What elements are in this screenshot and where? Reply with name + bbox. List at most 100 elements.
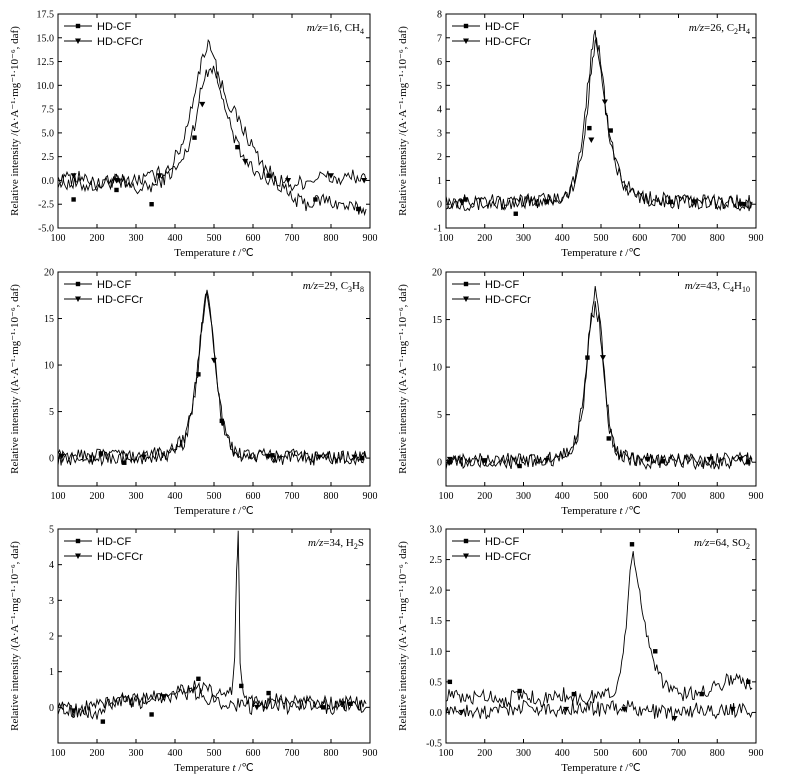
x-tick-label: 800 bbox=[324, 491, 339, 502]
x-axis-title: Temperature t /℃ bbox=[174, 762, 253, 774]
y-tick-label: 2 bbox=[437, 152, 442, 163]
marker-triangle bbox=[199, 101, 206, 108]
x-tick-label: 200 bbox=[90, 233, 105, 244]
series-line-hd-cf bbox=[446, 551, 753, 708]
marker-square bbox=[239, 683, 244, 689]
x-tick-label: 400 bbox=[555, 233, 570, 244]
marker-triangle bbox=[737, 456, 744, 463]
marker-square bbox=[270, 453, 275, 458]
marker-square bbox=[313, 197, 318, 202]
marker-square bbox=[571, 691, 577, 697]
x-axis-title: Temperature t /℃ bbox=[561, 505, 640, 517]
x-tick-label: 200 bbox=[90, 491, 105, 502]
marker-triangle bbox=[601, 99, 608, 105]
legend-label: HD-CF bbox=[485, 21, 519, 33]
y-axis-title: Relative intensity /(A·A⁻¹·mg⁻¹·10⁻⁶, da… bbox=[397, 26, 409, 216]
marker-square bbox=[149, 712, 154, 717]
marker-square bbox=[196, 372, 201, 377]
y-tick-label: 5.0 bbox=[42, 128, 55, 139]
marker-triangle bbox=[737, 201, 744, 208]
y-tick-label: 3 bbox=[49, 596, 54, 607]
y-axis-title: Relative intensity /(A·A⁻¹·mg⁻¹·10⁻⁶, da… bbox=[9, 284, 21, 474]
x-tick-label: 300 bbox=[129, 233, 144, 244]
marker-square bbox=[219, 418, 224, 424]
marker-triangle bbox=[599, 355, 606, 361]
x-tick-label: 900 bbox=[749, 491, 764, 502]
x-tick-label: 200 bbox=[477, 233, 492, 244]
x-tick-label: 100 bbox=[439, 748, 454, 759]
legend-marker-square bbox=[75, 23, 81, 29]
x-tick-label: 900 bbox=[749, 748, 764, 759]
x-tick-label: 400 bbox=[168, 748, 183, 759]
x-tick-label: 800 bbox=[710, 748, 725, 759]
x-tick-label: 600 bbox=[246, 233, 261, 244]
x-tick-label: 500 bbox=[207, 491, 222, 502]
marker-triangle bbox=[543, 199, 550, 205]
marker-square bbox=[235, 144, 240, 150]
x-tick-label: 200 bbox=[477, 491, 492, 502]
x-tick-label: 300 bbox=[516, 233, 531, 244]
species-annotation: m/z=43, C4H10 bbox=[685, 280, 750, 294]
x-axis-title: Temperature t /℃ bbox=[561, 762, 640, 774]
marker-square bbox=[149, 202, 154, 207]
marker-triangle bbox=[671, 716, 678, 722]
marker-triangle bbox=[563, 706, 570, 713]
marker-triangle bbox=[458, 709, 465, 716]
x-tick-label: 500 bbox=[594, 748, 609, 759]
y-tick-label: 20 bbox=[432, 268, 442, 279]
x-tick-label: 500 bbox=[207, 233, 222, 244]
y-tick-label: 0.0 bbox=[430, 708, 443, 719]
y-tick-label: 0 bbox=[437, 458, 442, 469]
species-annotation: m/z=34, H2S bbox=[308, 537, 364, 551]
y-axis-title: Relative intensity /(A·A⁻¹·mg⁻¹·10⁻⁶, da… bbox=[9, 541, 21, 731]
x-tick-label: 600 bbox=[632, 748, 647, 759]
legend-marker-square bbox=[463, 538, 469, 544]
marker-square bbox=[71, 197, 76, 202]
y-tick-label: 2.5 bbox=[430, 555, 443, 566]
chart-panel-3: 100 200 300 400 500 600 700 800 900 0 5 10 15 20 Tempe… bbox=[9, 268, 378, 518]
marker-square bbox=[699, 691, 704, 697]
legend-label: HD-CFCr bbox=[97, 551, 143, 563]
y-tick-label: -2.5 bbox=[38, 200, 54, 211]
series-line-hd-cfcr bbox=[58, 686, 367, 719]
series-line-hd-cf bbox=[58, 65, 367, 217]
y-tick-label: 15.0 bbox=[37, 33, 55, 44]
y-tick-label: 6 bbox=[437, 57, 442, 68]
x-tick-label: 700 bbox=[285, 748, 300, 759]
marker-square bbox=[114, 187, 119, 193]
x-tick-label: 400 bbox=[168, 491, 183, 502]
legend-marker-triangle bbox=[75, 38, 81, 44]
x-tick-label: 200 bbox=[477, 748, 492, 759]
marker-triangle bbox=[328, 173, 334, 179]
legend-label: HD-CF bbox=[97, 279, 131, 291]
x-tick-label: 100 bbox=[439, 491, 454, 502]
y-tick-label: -5.0 bbox=[38, 224, 54, 235]
x-tick-label: 900 bbox=[363, 233, 378, 244]
x-tick-label: 500 bbox=[594, 233, 609, 244]
legend-marker-triangle bbox=[75, 553, 81, 559]
x-tick-label: 300 bbox=[129, 491, 144, 502]
y-tick-label: 5 bbox=[437, 410, 442, 421]
x-tick-label: 100 bbox=[51, 491, 66, 502]
legend-label: HD-CFCr bbox=[97, 294, 143, 306]
y-tick-label: 1.0 bbox=[430, 647, 443, 658]
marker-square bbox=[653, 649, 658, 654]
y-tick-label: 0.0 bbox=[42, 176, 55, 187]
series-line-hd-cfcr bbox=[58, 291, 367, 465]
legend-label: HD-CFCr bbox=[485, 551, 531, 563]
marker-square bbox=[517, 688, 522, 694]
x-axis-title: Temperature t /℃ bbox=[561, 247, 640, 259]
x-tick-label: 900 bbox=[363, 748, 378, 759]
y-tick-label: 7.5 bbox=[42, 105, 55, 116]
series-line-hd-cf bbox=[446, 37, 753, 212]
y-tick-label: -0.5 bbox=[426, 739, 442, 750]
y-tick-label: 0 bbox=[49, 703, 54, 714]
legend-marker-square bbox=[463, 281, 469, 287]
x-tick-label: 400 bbox=[555, 491, 570, 502]
marker-triangle bbox=[70, 708, 77, 714]
x-tick-label: 800 bbox=[324, 233, 339, 244]
species-annotation: m/z=16, CH4 bbox=[307, 22, 364, 36]
x-tick-label: 800 bbox=[710, 233, 725, 244]
marker-triangle bbox=[211, 357, 217, 364]
